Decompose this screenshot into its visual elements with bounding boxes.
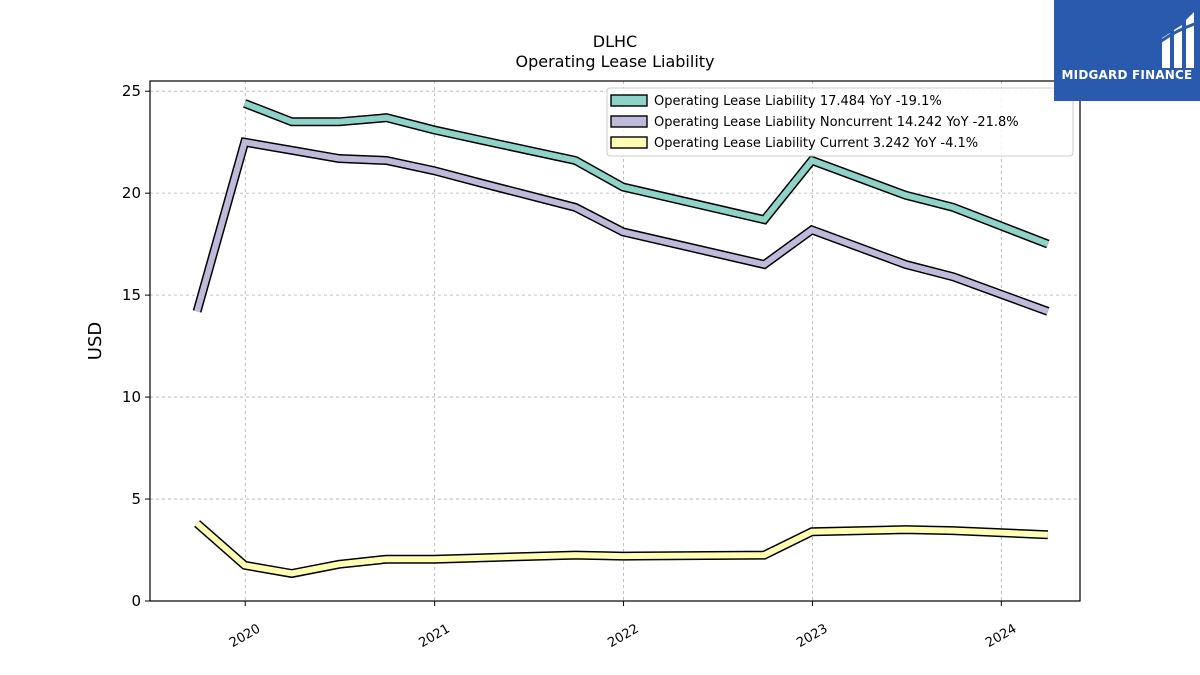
logo-mark-icon (1159, 12, 1200, 68)
legend-swatch-0 (610, 94, 648, 107)
series-line-1 (194, 138, 1049, 315)
y-tick-label: 5 (131, 490, 141, 508)
midgard-finance-logo: MIDGARD FINANCE (1054, 0, 1200, 101)
legend-swatch-1 (610, 115, 648, 128)
legend-label-1: Operating Lease Liability Noncurrent 14.… (654, 115, 1019, 130)
plot-frame (149, 80, 1081, 602)
chart-title: DLHC (592, 32, 638, 51)
legend: Operating Lease Liability 17.484 YoY -19… (606, 87, 1074, 157)
legend-box (606, 87, 1074, 157)
legend-swatch-2 (610, 136, 648, 149)
y-tick-label: 25 (122, 82, 141, 100)
x-tick-label: 2024 (983, 621, 1019, 651)
legend-label-0: Operating Lease Liability 17.484 YoY -19… (654, 94, 942, 109)
chart-subtitle: Operating Lease Liability (515, 52, 715, 71)
series-line-2 (195, 521, 1049, 577)
y-tick-label: 0 (131, 592, 141, 610)
x-tick-label: 2021 (416, 621, 452, 651)
y-tick-label: 15 (122, 286, 141, 304)
legend-label-2: Operating Lease Liability Current 3.242 … (654, 136, 978, 151)
series-outline-1 (192, 137, 1050, 316)
logo-text: MIDGARD FINANCE (1061, 68, 1193, 82)
x-tick-label: 2023 (794, 621, 830, 651)
y-axis-label: USD (85, 322, 106, 360)
y-tick-label: 10 (122, 388, 141, 406)
x-tick-label: 2020 (227, 621, 263, 651)
x-tick-label: 2022 (605, 621, 641, 651)
series-line-0 (243, 100, 1049, 247)
y-tick-label: 20 (122, 184, 141, 202)
